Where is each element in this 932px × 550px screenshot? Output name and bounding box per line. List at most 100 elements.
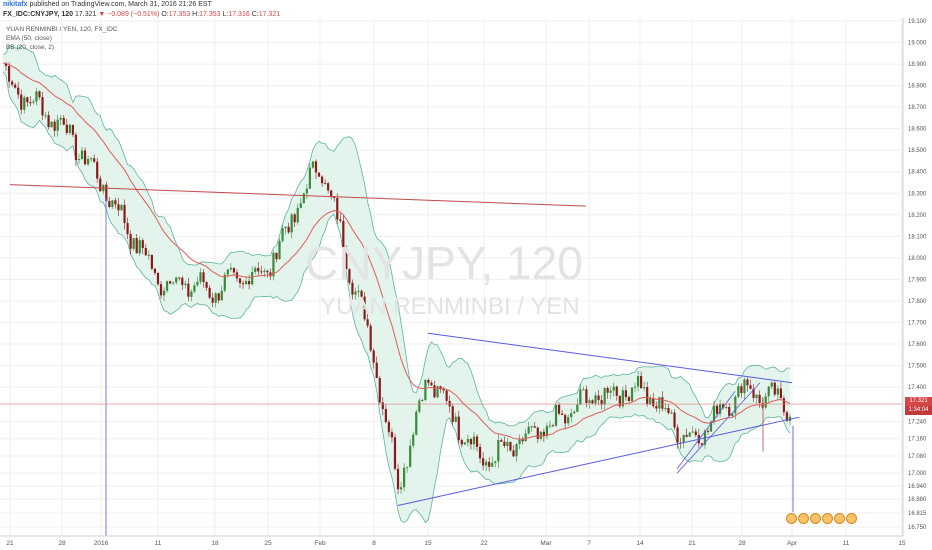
candle-body	[305, 188, 308, 194]
symbol-line: FX_IDC:CNYJPY, 120 17.321 ▼ −0.089 (−0.5…	[3, 11, 280, 18]
candle-body	[35, 91, 38, 102]
candle-body	[132, 238, 135, 249]
x-tick-label: 7	[587, 540, 591, 547]
candle-body	[667, 407, 670, 413]
candle-body	[770, 382, 773, 387]
candle-body	[196, 281, 199, 286]
candle-body	[80, 150, 84, 160]
candle-body	[199, 272, 202, 282]
candle-body	[126, 223, 129, 235]
event-icon[interactable]	[786, 513, 797, 524]
candle-body	[536, 427, 539, 439]
candle-body	[348, 269, 351, 283]
candle-body	[688, 432, 691, 437]
candle-body	[226, 269, 229, 275]
event-icon[interactable]	[846, 513, 857, 524]
trendline	[9, 184, 586, 207]
candle-body	[530, 426, 533, 428]
candle-body	[609, 390, 612, 393]
candle-body	[524, 433, 527, 442]
publish-line: nikitafx published on TradingView.com, M…	[3, 1, 212, 8]
candle-body	[123, 204, 126, 224]
candle-body	[68, 124, 71, 133]
trendlines[interactable]	[0, 184, 903, 536]
candle-body	[776, 388, 779, 395]
y-tick-label: 18.800	[908, 84, 927, 90]
candle-body	[217, 293, 220, 301]
candle-body	[96, 161, 99, 179]
candle-body	[244, 280, 248, 285]
x-tick-label: 18	[211, 540, 219, 547]
candle-body	[339, 219, 342, 221]
x-tick-label: 11	[843, 540, 850, 547]
candle-body	[342, 220, 345, 250]
candle-body	[758, 394, 761, 404]
candle-body	[545, 426, 549, 437]
event-icon[interactable]	[822, 513, 833, 524]
event-icon[interactable]	[834, 513, 845, 524]
candle-body	[86, 158, 90, 165]
event-icon[interactable]	[798, 513, 809, 524]
x-tick-label: 2016	[94, 540, 109, 547]
y-tick-label: 18.500	[908, 148, 927, 154]
candle-body	[117, 204, 120, 211]
candle-body	[323, 183, 327, 185]
candle-body	[564, 415, 567, 424]
candle-body	[299, 203, 302, 208]
candle-body	[576, 404, 579, 412]
candle-body	[588, 400, 591, 403]
candle-body	[785, 412, 789, 421]
bb-legend[interactable]: BB (20, close, 2)	[6, 44, 55, 51]
candle-body	[488, 461, 491, 467]
candle-body	[266, 270, 269, 273]
y-tick-label: 16.880	[908, 497, 927, 503]
candle-body	[594, 395, 597, 404]
candle-body	[554, 404, 558, 426]
candle-body	[670, 412, 673, 414]
candle-body	[451, 406, 454, 422]
candle-body	[293, 214, 296, 223]
price-change: ▼ −0.089 (−0.51%)	[98, 11, 160, 18]
candle-body	[62, 117, 65, 125]
candle-body	[141, 240, 144, 248]
candle-body	[302, 193, 305, 204]
candle-body	[187, 283, 190, 297]
candle-body	[147, 254, 150, 256]
candle-body	[83, 150, 87, 165]
countdown-badge: 1:34:04	[905, 406, 932, 415]
candle-body	[779, 388, 782, 399]
candle-body	[260, 271, 263, 273]
candle-body	[354, 291, 357, 295]
candle-body	[220, 290, 223, 301]
x-tick-label: Mar	[540, 540, 552, 547]
candle-body	[442, 389, 445, 391]
candle-body	[746, 379, 749, 386]
candle-body	[153, 268, 157, 273]
y-tick-label: 16.940	[908, 484, 927, 490]
open-value: 17.353	[168, 11, 191, 18]
candle-body	[175, 277, 178, 283]
y-tick-label: 18.300	[908, 191, 927, 197]
y-tick-label: 19.100	[908, 19, 927, 25]
candle-body	[369, 325, 372, 351]
candle-body	[491, 462, 494, 467]
last-price-badge: 17.321	[905, 397, 932, 406]
candle-body	[782, 398, 786, 413]
event-icon[interactable]	[810, 513, 821, 524]
watermark-name: YUAN RENMINBI / YEN	[320, 293, 580, 320]
candle-body	[90, 158, 93, 160]
candle-body	[56, 119, 59, 131]
candle-body	[691, 431, 694, 433]
series-title: YUAN RENMINBI / YEN, 120, FX_IDC	[6, 26, 118, 33]
candle-body	[402, 467, 406, 488]
candle-body	[497, 439, 500, 462]
candle-body	[603, 387, 606, 405]
candle-body	[673, 412, 676, 428]
candle-body	[527, 426, 530, 434]
ema-line	[2, 62, 791, 440]
x-tick-label: 11	[155, 540, 162, 547]
candle-body	[144, 247, 147, 256]
author-name[interactable]: nikitafx	[3, 1, 28, 8]
ema-legend[interactable]: EMA (50, close)	[6, 35, 52, 42]
